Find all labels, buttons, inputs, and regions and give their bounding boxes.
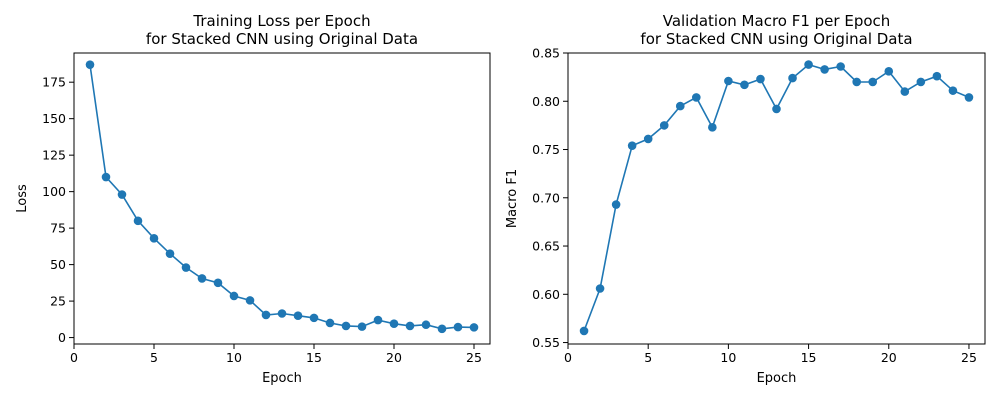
y-tick-label: 125: [42, 148, 66, 163]
y-tick-label: 25: [50, 294, 66, 309]
x-tick-label: 15: [306, 350, 322, 365]
data-point: [341, 321, 351, 331]
data-point: [836, 62, 845, 71]
data-point: [181, 263, 191, 272]
data-point: [611, 200, 621, 209]
data-point: [643, 134, 653, 144]
data-point: [277, 309, 287, 318]
x-tick-label: 25: [466, 350, 482, 365]
data-point: [213, 278, 223, 288]
x-tick-label: 0: [70, 350, 78, 365]
x-tick-label: 10: [226, 350, 242, 365]
y-tick-label: 0.70: [532, 190, 560, 205]
data-point: [916, 77, 926, 87]
data-point: [325, 318, 335, 328]
y-tick-label: 0.75: [532, 142, 560, 157]
data-point: [900, 87, 910, 96]
y-tick-label: 0.55: [532, 335, 560, 350]
data-point: [261, 310, 271, 320]
data-point: [675, 101, 685, 111]
data-point: [293, 311, 303, 320]
data-point: [772, 104, 781, 114]
data-point: [149, 234, 159, 243]
data-point: [708, 123, 717, 132]
x-tick-label: 20: [386, 350, 402, 365]
data-point: [659, 121, 669, 130]
data-point: [884, 67, 894, 76]
plot-frame: [567, 52, 986, 345]
x-tick-label: 25: [961, 350, 977, 365]
chart-title-line: Training Loss per Epoch: [192, 12, 370, 30]
data-point: [309, 313, 319, 323]
data-point: [117, 190, 127, 199]
y-tick-label: 0: [58, 330, 66, 345]
data-point: [389, 319, 399, 329]
series-line: [583, 63, 970, 332]
data-point: [932, 71, 942, 81]
y-tick-label: 50: [50, 257, 66, 272]
data-point: [788, 73, 797, 83]
data-point: [627, 141, 637, 150]
data-point: [948, 86, 958, 95]
data-point: [595, 284, 605, 293]
data-point: [357, 322, 367, 331]
data-point: [229, 291, 239, 301]
x-tick-label: 10: [720, 350, 736, 365]
y-tick-label: 0.80: [532, 94, 560, 109]
data-point: [852, 77, 861, 87]
data-point: [868, 77, 878, 87]
y-axis-label: Macro F1: [505, 169, 520, 228]
x-tick-label: 20: [881, 350, 897, 365]
data-point: [165, 249, 175, 258]
x-axis-label: Epoch: [262, 371, 302, 386]
data-point: [756, 74, 765, 84]
data-point: [724, 76, 733, 86]
y-axis-label: Loss: [15, 184, 30, 213]
data-point: [405, 321, 415, 331]
data-point: [804, 60, 813, 69]
data-point: [437, 324, 447, 334]
series-line: [89, 64, 475, 330]
data-point: [579, 326, 589, 336]
y-tick-label: 100: [42, 184, 66, 199]
chart-title-line: for Stacked CNN using Original Data: [146, 30, 418, 48]
data-point: [245, 296, 255, 305]
data-point: [133, 216, 143, 226]
y-tick-label: 175: [42, 75, 66, 90]
plot-frame: [73, 52, 491, 345]
data-point: [421, 320, 431, 330]
data-point: [692, 93, 701, 102]
x-tick-label: 0: [564, 350, 572, 365]
chart-title-line: Validation Macro F1 per Epoch: [663, 12, 891, 30]
data-point: [740, 80, 749, 90]
y-tick-label: 0.85: [532, 46, 560, 61]
x-tick-label: 15: [801, 350, 817, 365]
data-point: [197, 274, 207, 283]
data-point: [820, 65, 829, 74]
data-point: [85, 60, 95, 69]
data-point: [373, 315, 383, 325]
x-axis-label: Epoch: [757, 371, 797, 386]
data-point: [469, 323, 479, 332]
chart-title-line: for Stacked CNN using Original Data: [640, 30, 912, 48]
x-tick-label: 5: [644, 350, 652, 365]
y-tick-label: 150: [42, 111, 66, 126]
y-tick-label: 75: [50, 221, 66, 236]
y-tick-label: 0.60: [532, 287, 560, 302]
data-point: [101, 172, 111, 182]
data-point: [964, 93, 974, 102]
data-point: [453, 322, 463, 332]
x-tick-label: 5: [150, 350, 158, 365]
y-tick-label: 0.65: [532, 239, 560, 254]
